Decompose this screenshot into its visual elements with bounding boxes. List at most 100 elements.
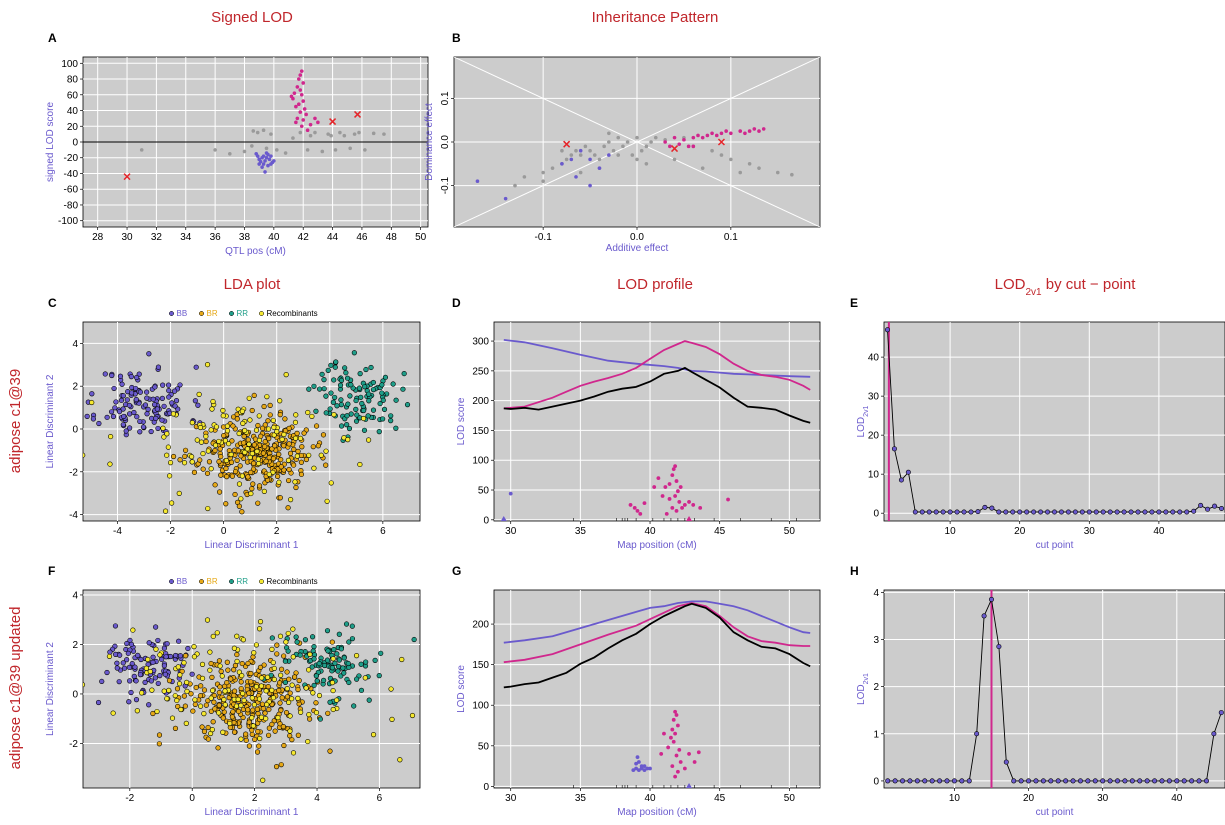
y-tick-label: 20 [67,122,79,133]
qtl-point [638,511,643,516]
cut-point-marker [1212,503,1218,509]
y-tick-label: 20 [868,431,880,442]
lda-point [256,483,263,489]
lda-point [155,425,161,432]
lda-point [349,636,356,642]
x-tick-label: 4 [314,793,320,804]
lda-point [251,442,257,448]
data-point [588,148,592,153]
lda-point [298,709,304,715]
data-point [283,151,288,155]
lda-point [311,383,317,389]
qtl-point [673,464,678,469]
qtl-point [631,768,636,773]
position-triangle [686,783,693,788]
lda-point [225,667,231,673]
lda-point [284,685,290,692]
legend-swatch [199,579,204,584]
cut-point-marker [1040,778,1046,784]
panel-g: 30 35 40 45 50 0 50 100 150 200 Map position (cM) L… [452,564,821,818]
lda-point [328,390,334,396]
y-axis-label: Linear Discriminant 2 [45,374,56,468]
cut-point-marker [1149,509,1155,515]
data-point [569,157,574,162]
lda-point [241,697,247,703]
lda-point [334,403,340,409]
lda-point [218,668,224,674]
data-point [691,144,696,149]
qtl-point [670,764,675,768]
cut-point-marker [1065,509,1071,515]
lda-point [343,621,350,627]
cut-point-marker [891,446,897,452]
lda-point [277,680,283,686]
lda-point [203,433,209,439]
cut-point-marker [1085,778,1091,784]
data-point [292,91,297,96]
lda-point [306,452,312,458]
lda-point [127,411,133,417]
data-point [668,144,672,149]
lda-point [234,658,240,664]
data-point [308,133,313,138]
panel-f: -2 0 2 4 6 -2 0 2 4 Linear Discriminant 1 Linear D… [45,564,421,818]
x-tick-label: 45 [714,793,726,804]
qtl-point [673,709,678,714]
lda-point [220,413,226,419]
lda-point [104,414,110,420]
lda-point [161,688,167,694]
lda-point [205,736,211,742]
lda-point [332,394,338,401]
lda-point [393,425,399,431]
cut-point-marker [961,509,967,515]
lda-point [235,696,241,703]
legend-label: RR [237,577,249,586]
qtl-point [671,739,676,744]
lda-point [287,690,293,696]
lod-curve [503,600,811,644]
lda-point [333,359,339,365]
x-axis-label: cut point [1036,540,1074,551]
data-point [621,144,625,149]
lda-point [269,646,275,652]
lda-point [204,617,211,623]
lda-point [153,624,159,630]
lda-point [266,725,272,731]
lda-point [169,500,175,506]
cut-point-marker [1198,502,1204,508]
cut-point-marker [1122,778,1128,784]
x-tick-label: 42 [298,232,310,243]
lda-point [271,718,277,724]
cut-point-marker [1011,778,1017,784]
lda-point [217,663,223,669]
x-tick-label: 30 [505,793,517,804]
lda-point [214,630,220,636]
lda-point [228,676,234,682]
lda-point [172,725,179,731]
data-point [696,133,700,138]
lda-point [324,498,330,504]
data-point [264,146,269,151]
qtl-point [678,760,683,764]
lda-point [117,373,124,379]
lda-point [235,708,242,714]
lda-point [234,651,240,658]
data-point [635,135,639,140]
cut-point-marker [974,731,980,737]
lda-point [280,723,286,730]
qtl-point [675,723,680,728]
panel-b: -0.1 0.0 0.1 -0.1 0.0 0.1 Additive effect Domin… [424,9,821,254]
lda-point [281,742,287,749]
data-point [663,140,667,144]
lda-point [368,364,374,371]
lda-point [238,679,244,685]
lda-point [116,408,123,415]
lda-point [256,437,262,444]
lda-point [254,706,260,712]
cut-point-marker [951,778,957,784]
lda-point [240,637,246,643]
lda-point [377,400,383,407]
panel-letter: D [452,296,461,310]
lda-point [330,687,336,694]
lda-point [118,397,125,403]
